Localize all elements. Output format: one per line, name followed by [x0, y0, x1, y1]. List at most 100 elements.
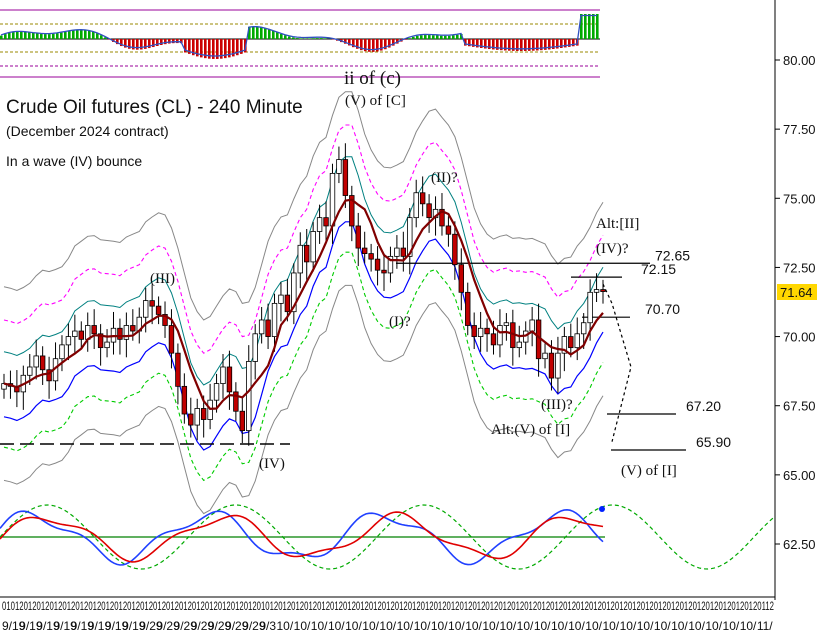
- histogram-bar: [484, 39, 487, 49]
- candle: [271, 302, 278, 337]
- histogram-bar: [176, 39, 179, 44]
- histogram-bar: [532, 39, 535, 51]
- x-tick-top-row: 0101201201201201201201201201201201201201…: [2, 599, 774, 613]
- histogram-bar: [372, 39, 375, 52]
- histogram-bar: [272, 30, 275, 39]
- envelope-band-line: [3, 124, 604, 354]
- candle: [27, 366, 33, 376]
- histogram-bar: [256, 26, 259, 39]
- histogram-bar: [248, 26, 251, 39]
- histogram-bar: [364, 39, 367, 52]
- candle: [233, 391, 239, 412]
- histogram-bar: [428, 35, 431, 39]
- histogram-bar: [276, 32, 279, 39]
- histogram-bar: [536, 39, 539, 51]
- histogram-bar: [488, 39, 491, 50]
- histogram-bar: [92, 31, 95, 39]
- chart-note: In a wave (IV) bounce: [6, 153, 142, 169]
- histogram-bar: [384, 39, 387, 50]
- histogram-bar: [568, 39, 571, 47]
- candle: [503, 322, 510, 326]
- candle: [471, 325, 477, 337]
- histogram-bar: [380, 39, 383, 51]
- histogram-bar: [396, 39, 399, 44]
- x-tick-label: 10/: [431, 619, 448, 633]
- candle: [33, 355, 39, 368]
- histogram-bar: [524, 39, 527, 51]
- candle: [568, 336, 574, 349]
- candle: [194, 408, 200, 426]
- histogram-bar: [140, 39, 143, 50]
- x-tick-label: 10/: [740, 619, 757, 633]
- candle: [123, 325, 130, 340]
- candle: [355, 225, 361, 249]
- histogram-bar: [392, 39, 395, 46]
- histogram-bar: [376, 39, 379, 52]
- histogram-bar: [476, 39, 479, 48]
- histogram-bar: [104, 37, 107, 39]
- x-tick-label: 10/: [620, 619, 637, 633]
- histogram-bar: [360, 39, 363, 51]
- histogram-bar: [0, 35, 3, 39]
- histogram-bar: [320, 38, 323, 39]
- y-tick-label: 67.50: [783, 399, 816, 414]
- candle: [407, 217, 413, 257]
- histogram-bar: [184, 39, 187, 53]
- candle: [304, 244, 310, 263]
- histogram-bar: [316, 38, 319, 39]
- histogram-bar: [448, 35, 451, 39]
- histogram-bar: [460, 33, 463, 39]
- candle: [529, 319, 535, 332]
- candle: [97, 333, 104, 349]
- histogram-signal-line: [0, 14, 597, 57]
- x-tick-label: 10/: [328, 619, 345, 633]
- histogram-bar: [208, 39, 211, 59]
- x-tick-label: 9/29: [242, 619, 266, 633]
- candle: [316, 217, 323, 232]
- histogram-bar: [64, 31, 67, 39]
- candle: [213, 383, 220, 401]
- histogram-bar: [164, 39, 167, 45]
- x-tick-label: 9/29: [174, 619, 198, 633]
- histogram-bar: [308, 38, 311, 39]
- x-tick-label: 10/: [688, 619, 705, 633]
- candle: [252, 333, 258, 362]
- x-tick-label: 10/: [551, 619, 568, 633]
- wave-label: (V) of [I]: [621, 463, 677, 479]
- histogram-bar: [296, 38, 299, 39]
- candle: [574, 333, 580, 349]
- x-tick-label: 9/3: [259, 619, 276, 633]
- candle: [200, 408, 207, 420]
- x-tick-label: 10/: [602, 619, 619, 633]
- candle: [477, 327, 484, 337]
- x-tick-label: 10/: [311, 619, 328, 633]
- x-tick-label: 11/: [757, 619, 773, 633]
- candle: [458, 264, 465, 293]
- target-level-label: 72.65: [655, 247, 690, 263]
- histogram-bar: [528, 39, 531, 51]
- candle: [65, 336, 72, 346]
- candle: [278, 294, 284, 304]
- histogram-bar: [344, 39, 347, 44]
- moving-average-slow: [3, 198, 604, 411]
- wave-label: (III)?: [541, 397, 573, 413]
- y-tick-label: 62.50: [783, 537, 816, 552]
- candle: [117, 327, 123, 340]
- wave-label: ii of (c): [344, 68, 401, 89]
- histogram-bar: [416, 35, 419, 39]
- candle: [1, 383, 7, 390]
- histogram-bar: [144, 39, 147, 49]
- candle: [413, 192, 419, 219]
- x-tick-label: 10/: [276, 619, 293, 633]
- candle: [394, 247, 400, 257]
- candle: [439, 208, 445, 227]
- candle: [426, 203, 432, 219]
- candle: [59, 344, 65, 360]
- x-tick-label: 9/29: [225, 619, 249, 633]
- y-tick-label: 72.50: [783, 260, 816, 275]
- histogram-bar: [252, 26, 255, 39]
- x-tick-label: 10/: [379, 619, 396, 633]
- y-tick-label: 65.00: [783, 468, 816, 483]
- histogram-bar: [348, 39, 351, 46]
- x-tick-label: 10/: [465, 619, 482, 633]
